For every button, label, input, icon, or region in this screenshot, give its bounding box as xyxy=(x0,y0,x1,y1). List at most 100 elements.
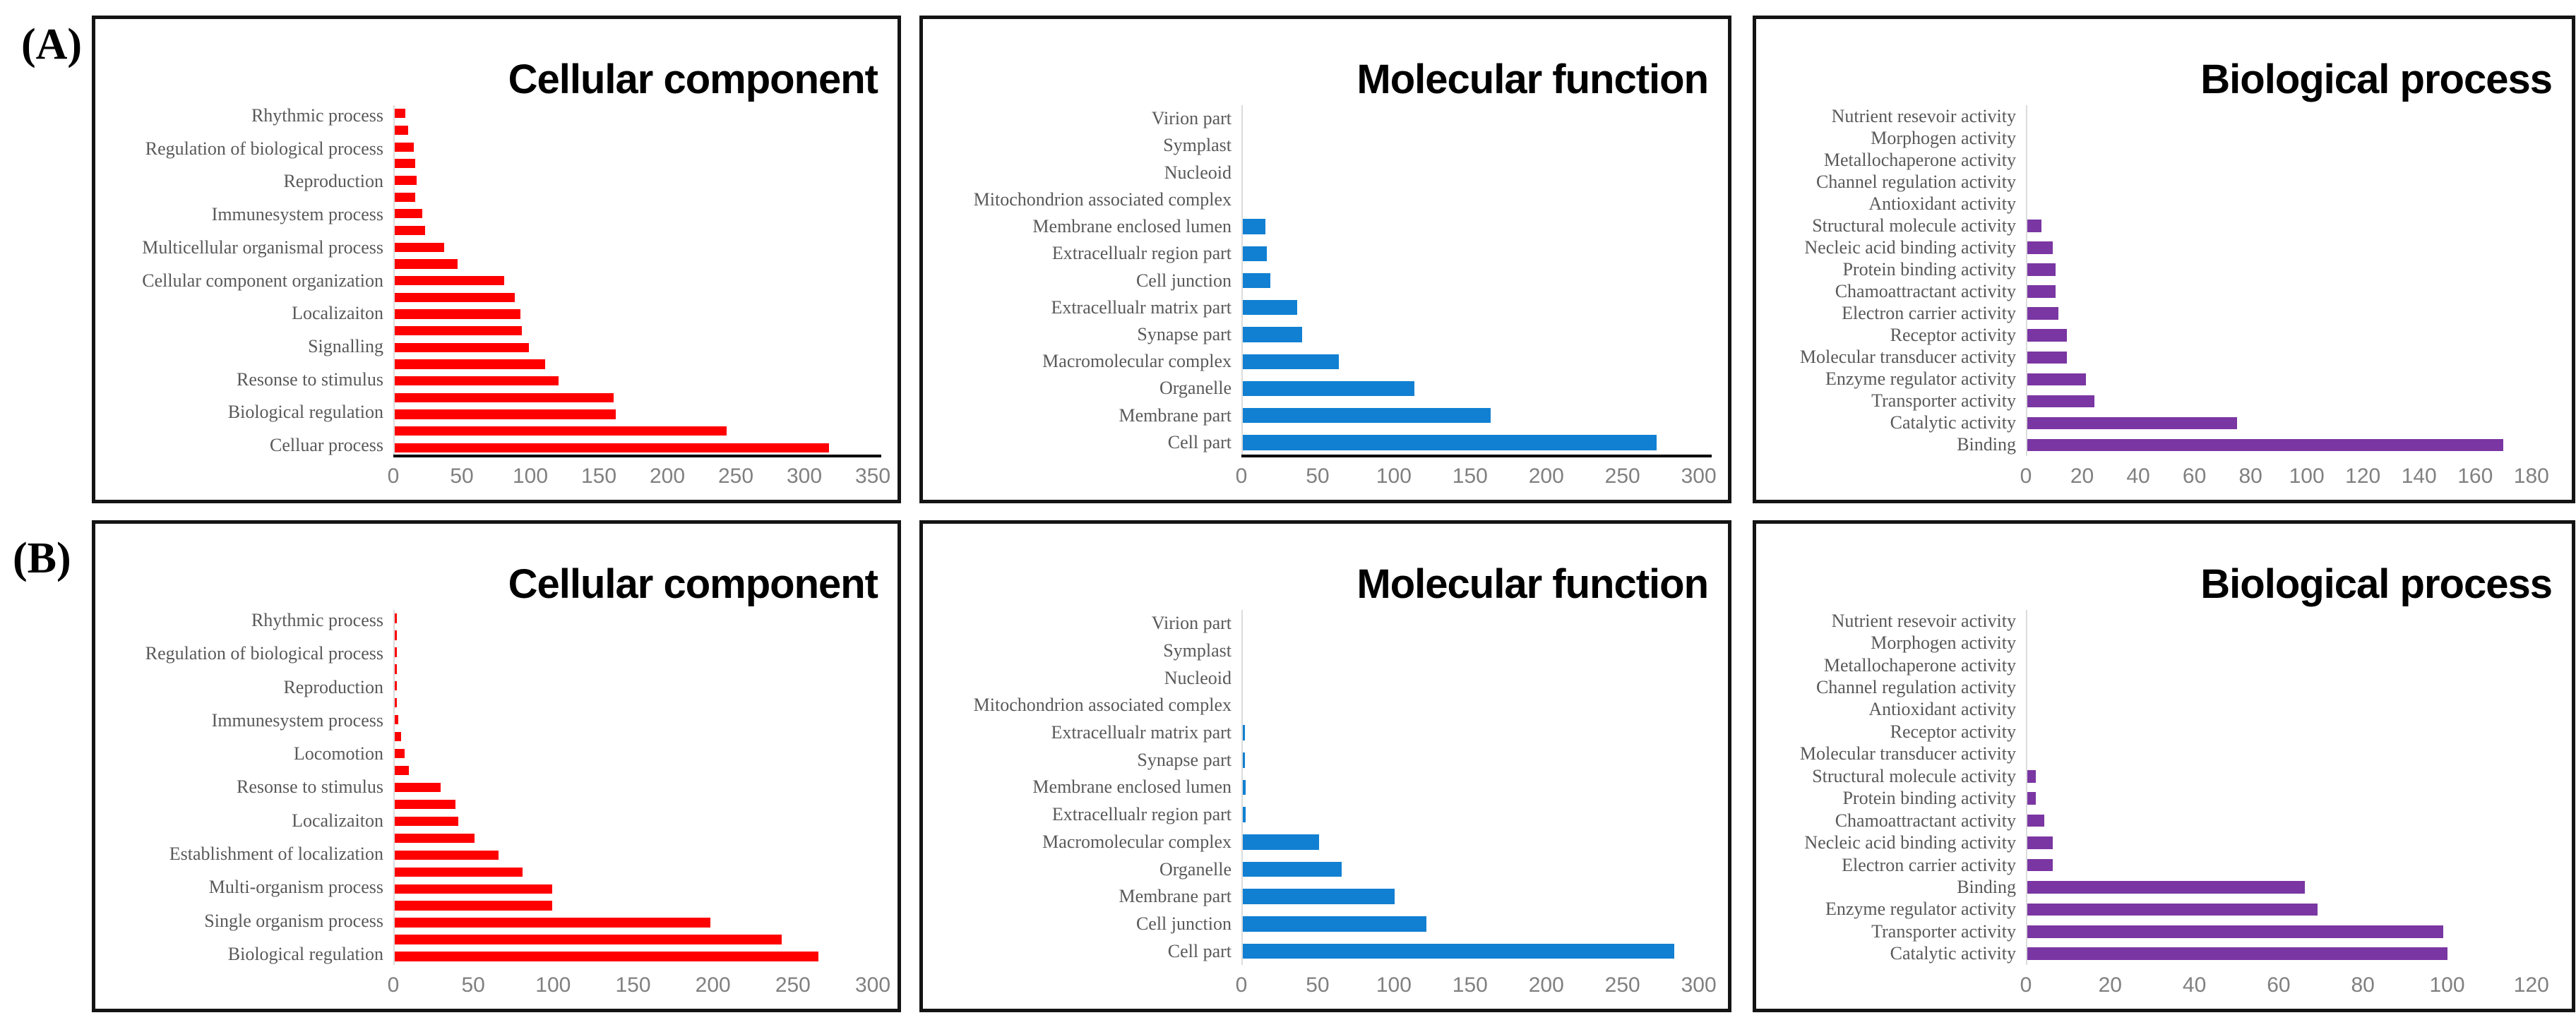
category-label: Nucleoid xyxy=(1164,667,1232,688)
bar-row xyxy=(1243,746,1728,774)
bars-region xyxy=(1241,105,1728,457)
axis-tick-label: 300 xyxy=(854,973,891,997)
category-label xyxy=(95,798,393,810)
category-label xyxy=(95,258,393,270)
chart-title: Biological process xyxy=(2200,561,2553,607)
bar xyxy=(1243,219,1266,234)
bar xyxy=(2027,329,2067,342)
axis-tick-label: 300 xyxy=(786,464,823,488)
bar-row xyxy=(1243,132,1728,159)
axis-tick-label: 150 xyxy=(615,973,651,997)
bar xyxy=(395,850,499,860)
bar-row xyxy=(395,728,898,745)
bar xyxy=(1243,861,1342,877)
axis-tick-label: 60 xyxy=(2267,973,2291,997)
x-axis-baseline xyxy=(1241,455,1712,457)
bar-row xyxy=(395,863,898,880)
bar xyxy=(1243,327,1302,342)
category-axis: Rhythmic process Regulation of biological… xyxy=(95,610,393,965)
category-label xyxy=(95,192,393,204)
bar xyxy=(2027,903,2318,916)
category-label xyxy=(95,160,393,172)
bar-row xyxy=(1243,213,1728,240)
category-label: Electron carrier activity xyxy=(1842,854,2016,875)
bar xyxy=(395,292,515,302)
bar xyxy=(1243,380,1415,397)
chart-panel-b-biological-process: Biological process Nutrient resevoir act… xyxy=(1753,520,2575,1012)
axis-tick-label: 150 xyxy=(1452,973,1488,997)
category-label xyxy=(95,731,393,743)
category-label: Reproduction xyxy=(283,171,383,192)
category-label: Multicellular organismal process xyxy=(142,236,383,258)
bar-row xyxy=(1243,159,1728,186)
plot-region: Virion part Symplast Nucleoid Mitochondrion… xyxy=(923,105,1728,457)
bar xyxy=(1243,272,1270,289)
plot-region: Nutrient resevoir activity Morphogen acti… xyxy=(1756,610,2572,965)
category-label: Immunesystem process xyxy=(211,204,383,225)
chart-title: Biological process xyxy=(2200,56,2553,102)
axis-tick-label: 60 xyxy=(2182,464,2207,488)
bar-row xyxy=(2027,832,2572,853)
bar-row xyxy=(395,829,898,846)
bar-row xyxy=(1243,664,1728,692)
bars-region xyxy=(1241,610,1728,965)
bar xyxy=(2027,285,2056,298)
category-label: Extracellualr region part xyxy=(1051,243,1232,264)
plot-region: Rhythmic process Regulation of biological… xyxy=(95,105,898,457)
chart-title: Cellular component xyxy=(508,56,878,102)
bar-row xyxy=(395,323,898,340)
bar-row xyxy=(1243,911,1728,938)
x-axis-ticks: 0 20 40 60 80 100 120 xyxy=(2020,973,2572,999)
category-label xyxy=(95,292,393,304)
bar-row xyxy=(1243,348,1728,375)
axis-tick-label: 40 xyxy=(2126,464,2150,488)
axis-tick-label: 50 xyxy=(450,464,474,488)
category-label xyxy=(95,631,393,643)
category-axis: Virion part Symplast Nucleoid Mitochondrion… xyxy=(923,105,1241,456)
category-label: Multi-organism process xyxy=(208,877,383,898)
bar-row xyxy=(395,138,898,155)
axis-tick-label: 50 xyxy=(461,973,485,997)
bar xyxy=(395,109,406,119)
axis-tick-label: 250 xyxy=(1604,464,1640,488)
category-label: Regulation of biological process xyxy=(145,138,383,159)
bar-row xyxy=(1243,105,1728,132)
chart-area: Cellular component Rhythmic process Regul… xyxy=(95,19,898,500)
bar-row xyxy=(2027,721,2572,743)
bar-row xyxy=(2027,390,2572,412)
bar-row xyxy=(2027,854,2572,876)
category-label: Transporter activity xyxy=(1871,920,2016,942)
axis-tick-label: 100 xyxy=(2289,464,2325,488)
bar-row xyxy=(1243,267,1728,294)
axis-tick-label: 0 xyxy=(1235,973,1248,997)
bar-row xyxy=(1243,321,1728,348)
bar xyxy=(395,698,397,708)
chart-area: Molecular function Virion part Symplast Nu… xyxy=(923,524,1728,1009)
axis-tick-label: 180 xyxy=(2513,464,2549,488)
bar-row xyxy=(395,948,898,965)
bar xyxy=(2027,769,2036,783)
bar xyxy=(2027,881,2305,894)
plot-region: Virion part Symplast Nucleoid Mitochondrion… xyxy=(923,610,1728,965)
bar xyxy=(395,630,397,640)
axis-tick-label: 20 xyxy=(2098,973,2122,997)
bar-row xyxy=(1243,637,1728,665)
bar xyxy=(395,901,553,911)
category-label xyxy=(95,898,393,910)
axis-tick-label: 80 xyxy=(2351,973,2375,997)
bar xyxy=(395,225,425,236)
bar xyxy=(395,209,422,219)
category-axis: Nutrient resevoir activity Morphogen acti… xyxy=(1756,105,2026,456)
category-label xyxy=(95,932,393,944)
category-label: Cell junction xyxy=(1135,270,1232,291)
bar-row xyxy=(395,712,898,728)
chart-area: Cellular component Rhythmic process Regul… xyxy=(95,524,898,1009)
bar-row xyxy=(395,389,898,406)
axis-tick-label: 50 xyxy=(1306,973,1330,997)
category-label: Virion part xyxy=(1151,108,1232,129)
bar xyxy=(2027,351,2067,364)
bar-row xyxy=(1243,829,1728,856)
bar-row xyxy=(395,439,898,456)
bar-row xyxy=(395,644,898,661)
bar xyxy=(2027,395,2095,408)
